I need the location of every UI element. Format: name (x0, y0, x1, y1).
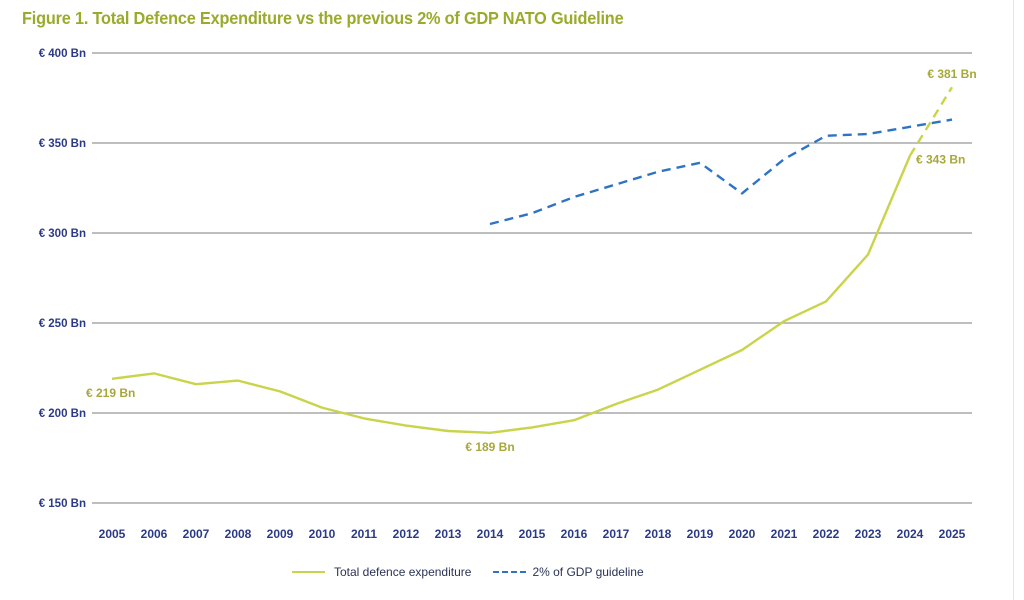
series-line-guideline (489, 118, 953, 226)
data-label: € 381 Bn (927, 67, 976, 81)
series-lines (111, 86, 954, 434)
y-tick-label: € 300 Bn (39, 228, 86, 240)
legend: Total defence expenditure 2% of GDP guid… (292, 565, 666, 579)
series-line-total-estimate (908, 86, 954, 157)
legend-swatch-dashed (493, 571, 527, 573)
y-tick-label: € 200 Bn (39, 408, 86, 420)
x-tick-label: 2019 (687, 527, 714, 541)
x-tick-label: 2017 (603, 527, 630, 541)
x-tick-label: 2010 (309, 527, 336, 541)
legend-item-total: Total defence expenditure (292, 565, 471, 579)
x-tick-label: 2013 (435, 527, 462, 541)
data-label: € 343 Bn (916, 153, 965, 167)
x-tick-label: 2015 (519, 527, 546, 541)
x-tick-label: 2020 (729, 527, 756, 541)
y-tick-label: € 350 Bn (39, 138, 86, 150)
y-tick-label: € 400 Bn (39, 48, 86, 60)
chart-title: Figure 1. Total Defence Expenditure vs t… (22, 8, 624, 28)
legend-label: Total defence expenditure (334, 565, 472, 579)
x-axis: 2005 2006 2007 2008 2009 2010 2011 2012 2013 2014… (99, 527, 966, 541)
legend-label: 2% of GDP guideline (532, 565, 644, 579)
x-tick-label: 2006 (141, 527, 168, 541)
x-tick-label: 2025 (939, 527, 966, 541)
x-tick-label: 2009 (267, 527, 294, 541)
x-tick-label: 2021 (771, 527, 798, 541)
y-tick-label: € 150 Bn (39, 498, 86, 510)
x-tick-label: 2008 (225, 527, 252, 541)
legend-item-guideline: 2% of GDP guideline (493, 565, 644, 579)
legend-swatch-solid (292, 571, 325, 573)
x-tick-label: 2024 (897, 527, 924, 541)
x-tick-label: 2016 (561, 527, 588, 541)
x-tick-label: 2023 (855, 527, 882, 541)
series-line-total (111, 155, 912, 434)
x-tick-label: 2005 (99, 527, 126, 541)
x-tick-label: 2007 (183, 527, 210, 541)
x-tick-label: 2022 (813, 527, 840, 541)
x-tick-label: 2014 (477, 527, 504, 541)
data-label: € 189 Bn (465, 440, 514, 454)
data-label: € 219 Bn (86, 386, 135, 400)
y-axis: € 400 Bn € 350 Bn € 300 Bn € 250 Bn € 200 Bn… (39, 48, 86, 510)
x-tick-label: 2012 (393, 527, 420, 541)
annotations: € 219 Bn € 189 Bn € 343 Bn € 381 Bn (86, 67, 977, 454)
y-tick-label: € 250 Bn (39, 318, 86, 330)
x-tick-label: 2018 (645, 527, 672, 541)
x-tick-label: 2011 (351, 527, 377, 541)
gridlines (92, 52, 972, 504)
